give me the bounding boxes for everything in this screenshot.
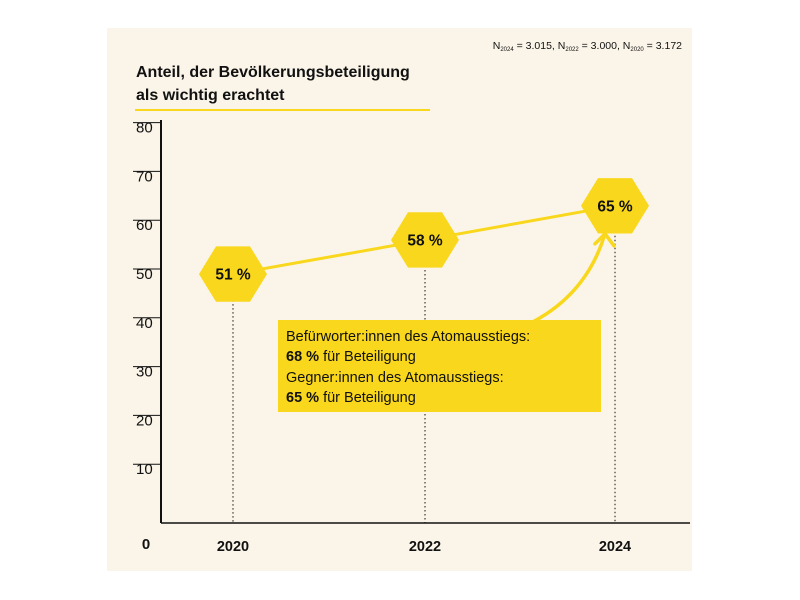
- n2020-sub: 2020: [630, 47, 644, 53]
- x-tick-label-2020: 2020: [217, 539, 249, 555]
- y-tick-label-50: 50: [136, 266, 153, 283]
- chart-title-line-2: als wichtig erachtet: [136, 87, 285, 104]
- n2022-label: N: [557, 40, 566, 52]
- callout-value-befuerworter: 68 %: [286, 349, 320, 365]
- callout-line-2-rest: für Beteiligung: [319, 349, 416, 365]
- data-point-2024: [581, 178, 649, 234]
- sample-size-note: N2024 = 3.015, N2022 = 3.000, N2020 = 3.…: [493, 40, 682, 53]
- callout-line-4-rest: für Beteiligung: [319, 390, 416, 406]
- n2022-value: = 3.000,: [578, 40, 623, 52]
- callout-box: Befürworter:innen des Atomausstiegs: 68 …: [278, 320, 601, 412]
- x-tick-label-2024: 2024: [599, 539, 631, 555]
- n2024-sub: 2024: [500, 47, 514, 53]
- y-tick-label-0: 0: [142, 536, 150, 553]
- data-label-2022: 58 %: [407, 232, 443, 249]
- y-tick-label-70: 70: [136, 168, 153, 185]
- callout-line-4: 65 % für Beteiligung: [286, 389, 416, 408]
- n2024-value: = 3.015,: [513, 40, 558, 52]
- x-tick-label-2022: 2022: [409, 539, 441, 555]
- y-tick-label-30: 30: [136, 364, 153, 381]
- callout-value-gegner: 65 %: [286, 390, 320, 406]
- y-tick-label-80: 80: [136, 120, 153, 137]
- chart-title: Anteil, der Bevölkerungsbeteiligung als …: [136, 61, 410, 107]
- y-tick-label-20: 20: [136, 412, 153, 429]
- callout-line-2: 68 % für Beteiligung: [286, 348, 416, 367]
- n2022-sub: 2022: [565, 47, 579, 53]
- callout-arrowhead: [593, 232, 616, 248]
- chart-title-line-1: Anteil, der Bevölkerungsbeteiligung: [136, 64, 410, 81]
- chart-panel: [107, 28, 692, 571]
- data-label-2024: 65 %: [597, 198, 633, 215]
- callout-arrow: [519, 233, 607, 330]
- data-label-2020: 51 %: [215, 267, 251, 284]
- y-tick-label-60: 60: [136, 217, 153, 234]
- callout-line-3: Gegner:innen des Atomausstiegs:: [286, 370, 504, 386]
- n2020-label: N: [622, 40, 631, 52]
- callout-line-1: Befürworter:innen des Atomausstiegs:: [286, 329, 531, 345]
- data-point-2022: [391, 212, 459, 268]
- n2024-label: N: [492, 40, 501, 52]
- y-tick-label-10: 10: [136, 461, 153, 478]
- y-tick-label-40: 40: [136, 315, 153, 332]
- n2020-value: = 3.172: [643, 40, 682, 52]
- data-point-2020: [199, 246, 267, 302]
